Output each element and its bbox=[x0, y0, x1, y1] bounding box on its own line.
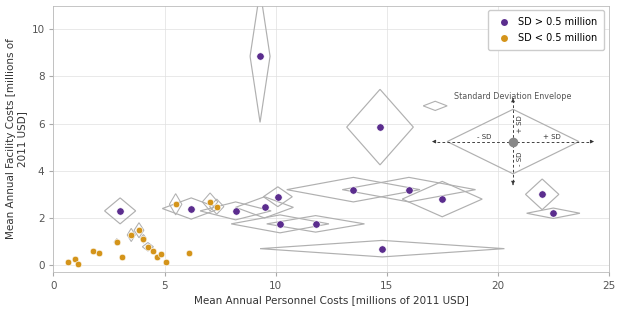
Point bbox=[117, 255, 127, 260]
Point bbox=[112, 239, 122, 244]
Point bbox=[273, 194, 283, 199]
Legend: SD > 0.5 million, SD < 0.5 million: SD > 0.5 million, SD < 0.5 million bbox=[487, 10, 604, 50]
Point bbox=[260, 205, 270, 210]
Point bbox=[126, 232, 136, 237]
Point bbox=[134, 228, 144, 233]
Point bbox=[143, 244, 153, 249]
Point bbox=[310, 221, 320, 226]
Point bbox=[184, 250, 194, 255]
Point bbox=[94, 250, 104, 255]
Point bbox=[156, 251, 166, 256]
Point bbox=[138, 236, 148, 241]
Point bbox=[73, 262, 83, 267]
Point bbox=[186, 206, 196, 211]
Point bbox=[404, 187, 414, 192]
Point bbox=[63, 260, 73, 265]
Point bbox=[348, 187, 358, 192]
Point bbox=[548, 211, 558, 216]
Point bbox=[378, 246, 388, 251]
Point bbox=[205, 199, 215, 204]
Point bbox=[437, 197, 447, 202]
Point bbox=[115, 208, 125, 213]
Y-axis label: Mean Annual Facility Costs [millions of
2011 USD]: Mean Annual Facility Costs [millions of … bbox=[6, 39, 27, 239]
Point bbox=[171, 202, 181, 207]
Point bbox=[255, 54, 265, 59]
Point bbox=[375, 125, 385, 130]
Point bbox=[88, 248, 98, 253]
Point bbox=[70, 256, 79, 261]
Point bbox=[537, 192, 547, 197]
Point bbox=[275, 221, 285, 226]
Point bbox=[212, 204, 222, 209]
Point bbox=[152, 255, 161, 260]
Point bbox=[230, 208, 240, 213]
X-axis label: Mean Annual Personnel Costs [millions of 2011 USD]: Mean Annual Personnel Costs [millions of… bbox=[194, 295, 469, 305]
Point bbox=[148, 249, 158, 254]
Point bbox=[161, 260, 171, 265]
